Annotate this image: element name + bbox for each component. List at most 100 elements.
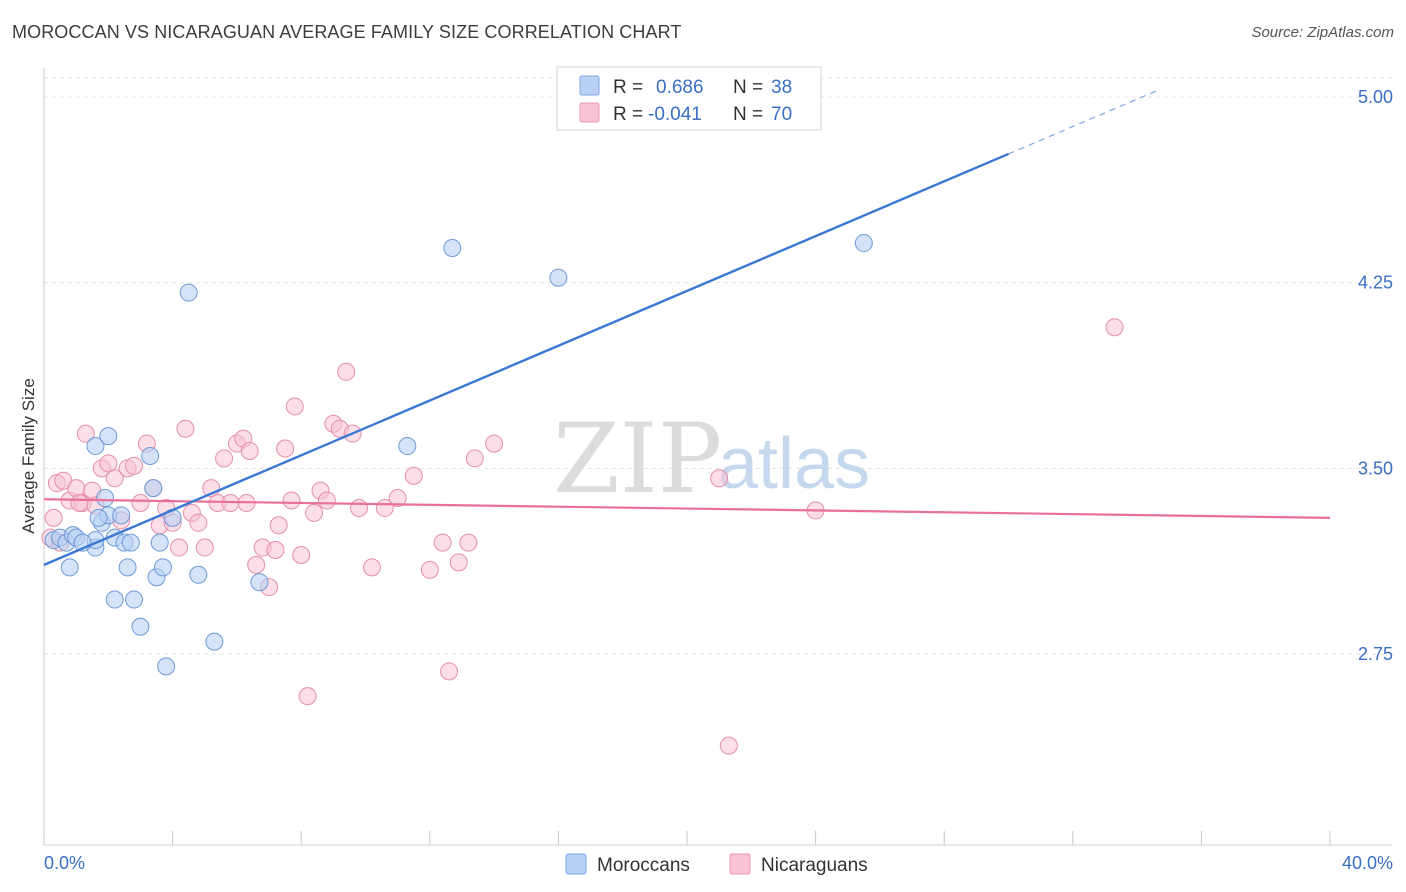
watermark-zip: ZIP [553, 403, 722, 515]
nicaraguans-point [459, 533, 478, 552]
moroccans-point [99, 427, 118, 446]
nicaraguans-point [70, 493, 89, 512]
nicaraguans-point [195, 538, 214, 557]
nicaraguans-point [125, 456, 144, 475]
nicaraguans-point [485, 434, 504, 453]
moroccans-point [854, 234, 873, 253]
bottom-legend-swatch-moroccans [565, 853, 587, 875]
nicaraguans-point [99, 454, 118, 473]
moroccans-point [144, 479, 163, 498]
moroccans-point [189, 565, 208, 584]
nicaraguans-point [76, 424, 95, 443]
nicaraguans-point [269, 516, 288, 535]
y-tick-label: 4.25 [1358, 273, 1393, 293]
nicaraguans-point [131, 493, 150, 512]
nicaraguans-point [189, 513, 208, 532]
bottom-legend-label-moroccans: Moroccans [597, 855, 690, 876]
y-tick-label: 5.00 [1358, 87, 1393, 107]
legend-n-label-2: N = [733, 104, 763, 125]
axes [43, 68, 1392, 846]
x-tick-label-min: 0.0% [44, 853, 85, 873]
nicaraguans-point [440, 662, 459, 681]
trend-lines [43, 89, 1331, 566]
moroccans-point [121, 533, 140, 552]
watermark-atlas: atlas [718, 424, 870, 504]
moroccans-point [443, 239, 462, 258]
nicaraguans-point [362, 558, 381, 577]
moroccans-point [96, 489, 115, 508]
legend-r-value-2: -0.041 [648, 104, 702, 125]
nicaraguans-point [449, 553, 468, 572]
legend-n-value-1: 38 [771, 77, 792, 98]
moroccans-point [105, 590, 124, 609]
nicaraguans-points [41, 318, 1124, 755]
nicaraguans-point [282, 491, 301, 510]
nicaraguans-point [404, 466, 423, 485]
nicaraguans-point [298, 687, 317, 706]
y-tick-label: 2.75 [1358, 644, 1393, 664]
nicaraguans-point [719, 736, 738, 755]
bottom-legend: Moroccans Nicaraguans [565, 853, 868, 876]
y-tick-label: 3.50 [1358, 458, 1393, 478]
nicaraguans-point [337, 362, 356, 381]
x-tick-label-max: 40.0% [1342, 853, 1393, 873]
nicaraguans-point [292, 545, 311, 564]
legend-r-label-1: R = [613, 77, 643, 98]
nicaraguans-point [215, 449, 234, 468]
moroccans-point [179, 283, 198, 302]
moroccans-point [89, 508, 108, 527]
moroccans-point [60, 558, 79, 577]
moroccans-point [398, 437, 417, 456]
y-axis-label: Average Family Size [19, 378, 38, 534]
nicaraguans-trend-line [43, 498, 1331, 519]
nicaraguans-point [465, 449, 484, 468]
nicaraguans-point [317, 491, 336, 510]
legend-n-label-1: N = [733, 77, 763, 98]
nicaraguans-point [285, 397, 304, 416]
moroccans-trend-line [43, 152, 1009, 566]
nicaraguans-point [276, 439, 295, 458]
moroccans-point [549, 268, 568, 287]
nicaraguans-point [710, 469, 729, 488]
bottom-legend-label-nicaraguans: Nicaraguans [761, 855, 868, 876]
nicaraguans-point [420, 560, 439, 579]
legend-frame [556, 66, 822, 131]
legend-swatch-moroccans [579, 75, 600, 96]
moroccans-point [86, 437, 105, 456]
legend-n-value-2: 70 [771, 104, 792, 125]
moroccans-point [125, 590, 144, 609]
nicaraguans-point [105, 469, 124, 488]
grid-lines [44, 77, 1392, 655]
legend-r-value-1: 0.686 [656, 77, 704, 98]
legend-r-label-2: R = [613, 104, 643, 125]
legend-box: R = 0.686 N = 38 R = -0.041 N = 70 [556, 66, 822, 131]
y-tick-labels: 2.75 3.50 4.25 5.00 [1358, 87, 1393, 664]
source-label: Source: ZipAtlas.com [1251, 24, 1394, 41]
moroccans-point [250, 573, 269, 592]
bottom-legend-swatch-nicaraguans [729, 853, 751, 875]
watermark: ZIP atlas [553, 403, 870, 515]
moroccans-point [118, 558, 137, 577]
nicaraguans-point [388, 489, 407, 508]
nicaraguans-point [240, 442, 259, 461]
nicaraguans-point [176, 419, 195, 438]
nicaraguans-point [170, 538, 189, 557]
nicaraguans-point [350, 498, 369, 517]
nicaraguans-point [247, 555, 266, 574]
chart-title: MOROCCAN VS NICARAGUAN AVERAGE FAMILY SI… [12, 22, 682, 42]
nicaraguans-point [266, 541, 285, 560]
moroccans-point [157, 657, 176, 676]
moroccans-point [153, 558, 172, 577]
nicaraguans-point [1105, 318, 1124, 337]
nicaraguans-point [305, 503, 324, 522]
nicaraguans-point [44, 508, 63, 527]
moroccans-point [112, 506, 131, 525]
x-ticks [43, 831, 1331, 845]
legend-swatch-nicaraguans [579, 102, 600, 123]
nicaraguans-point [433, 533, 452, 552]
moroccans-points [44, 234, 873, 676]
moroccans-point [150, 533, 169, 552]
moroccans-point [131, 617, 150, 636]
moroccans-trend-extension [1008, 89, 1160, 155]
